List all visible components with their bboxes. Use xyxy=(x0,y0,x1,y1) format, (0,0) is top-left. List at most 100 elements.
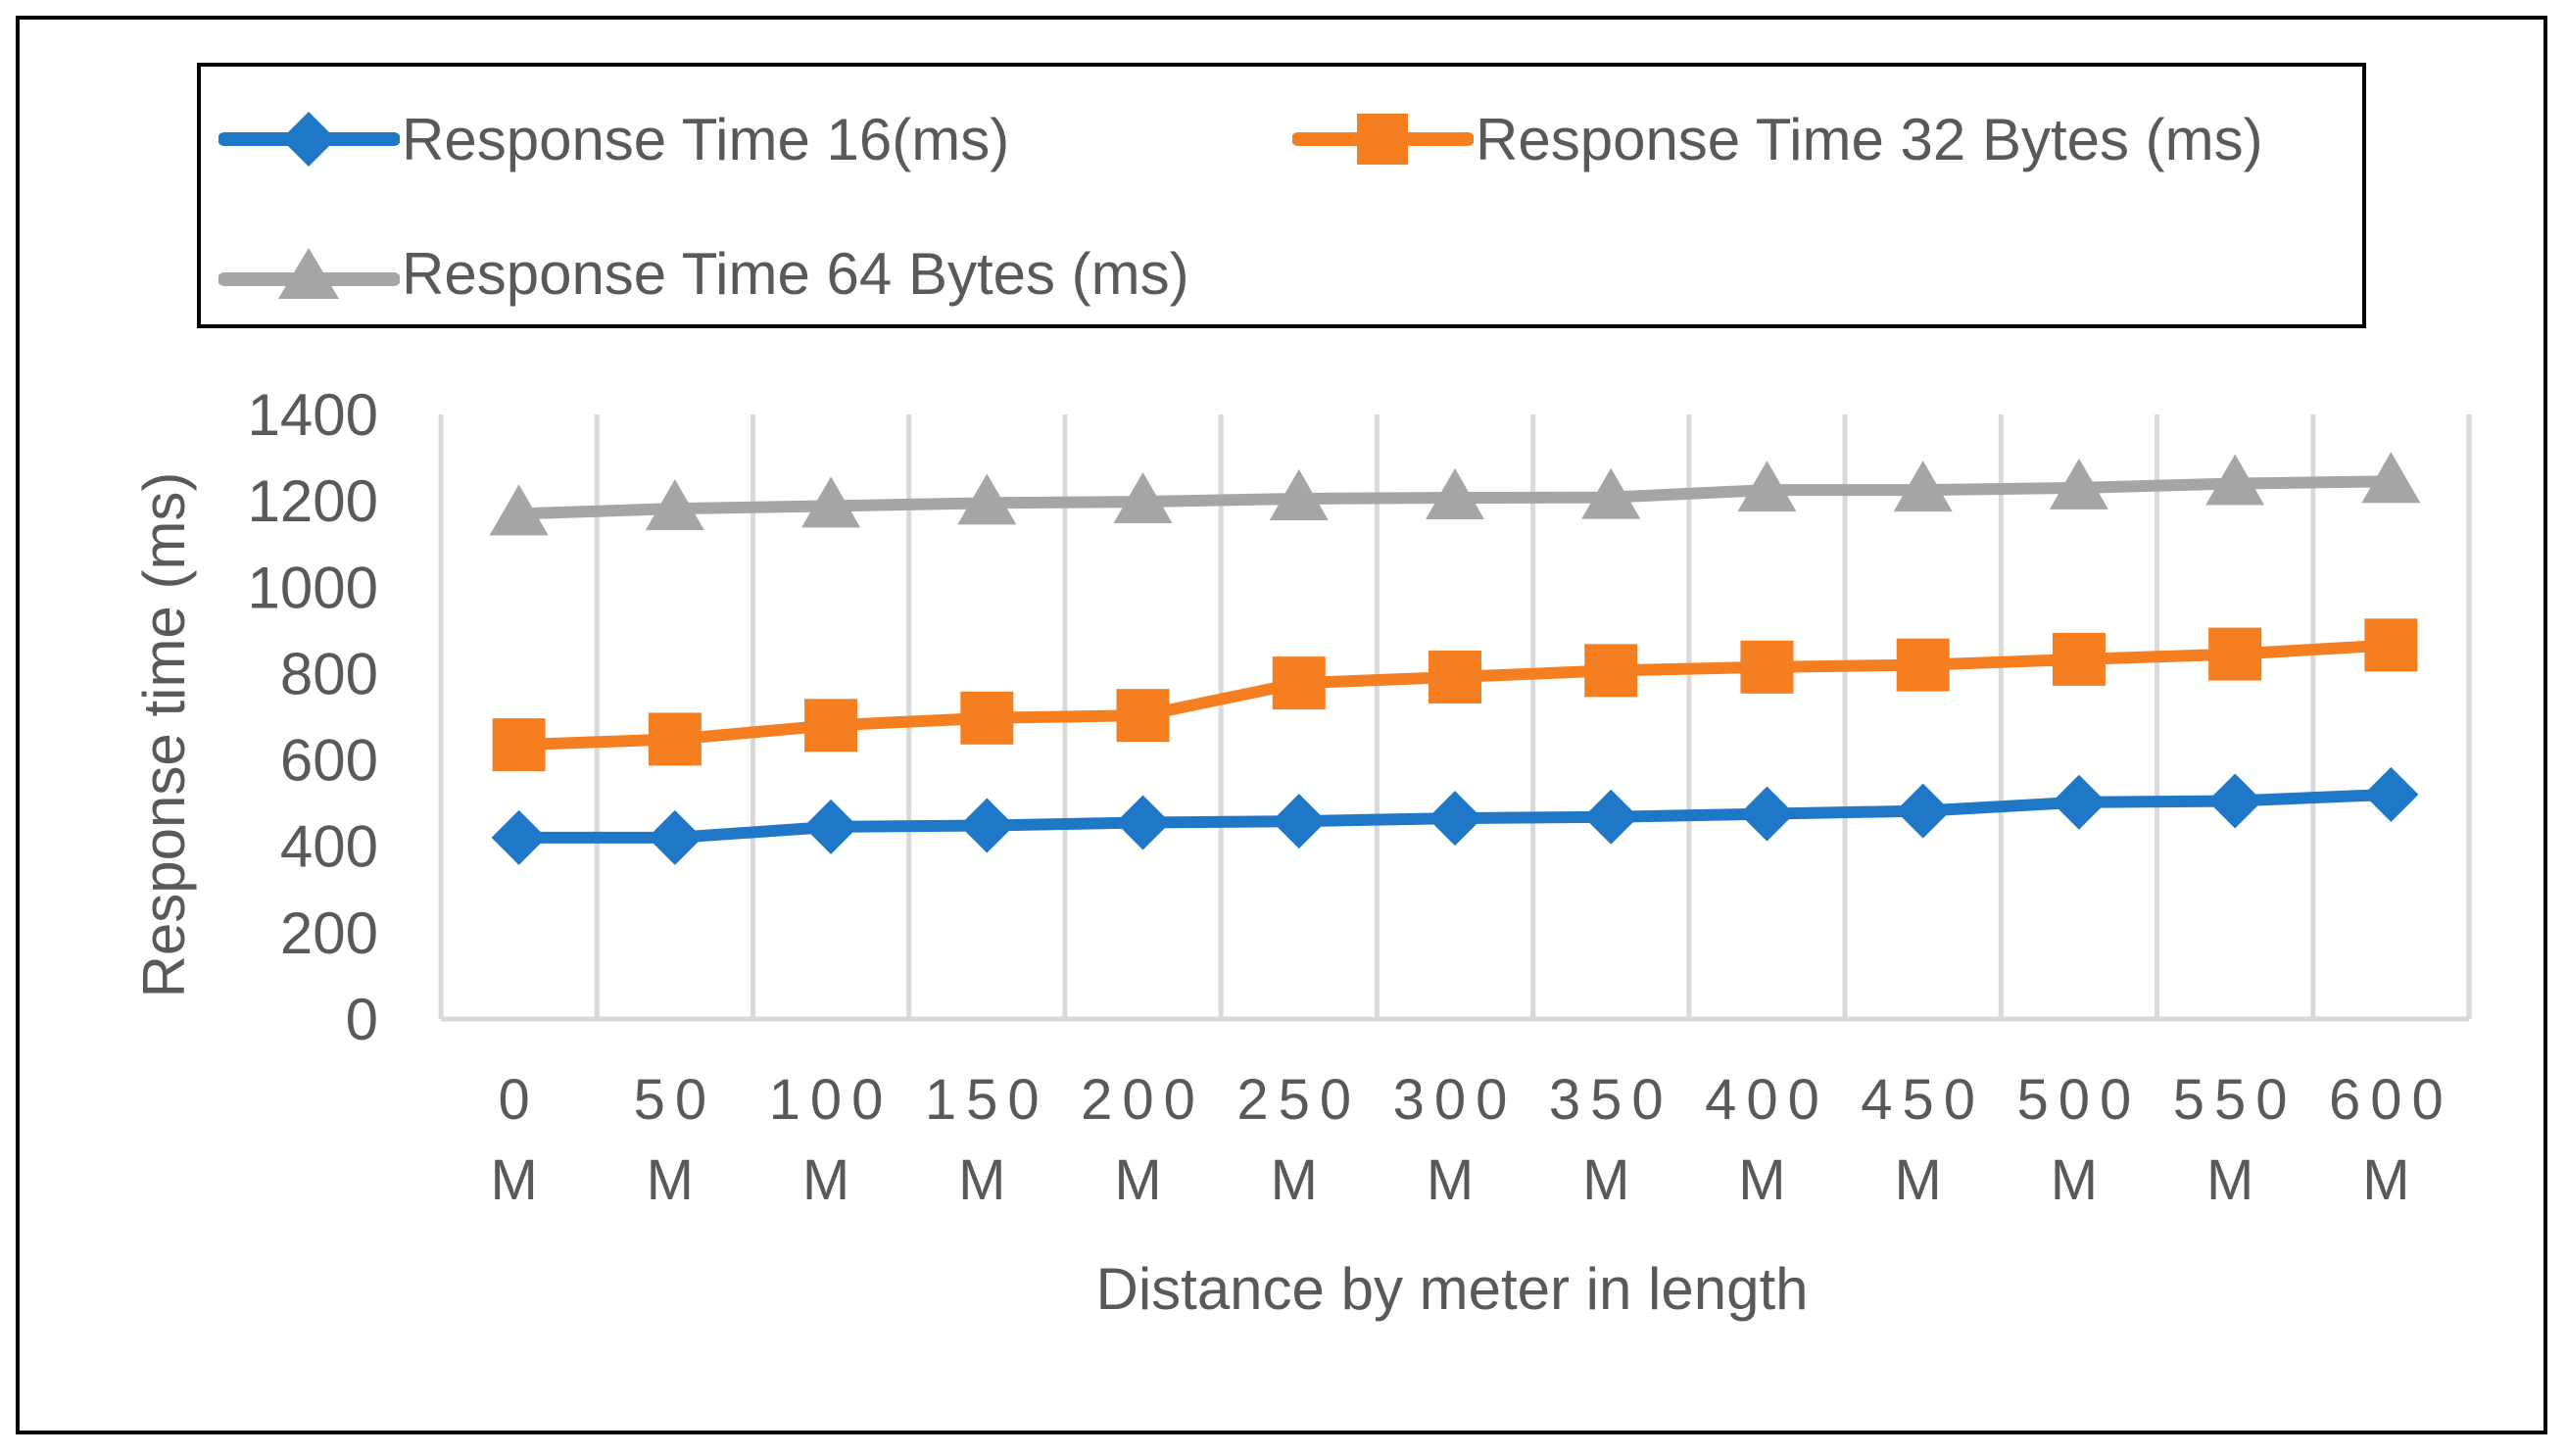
x-tick-label-line: 400 xyxy=(1705,1068,1829,1132)
x-tick-label-line: M xyxy=(647,1148,703,1212)
x-tick-label: 500 M xyxy=(2017,1068,2142,1212)
x-tick-label-line: M xyxy=(1427,1148,1483,1212)
data-point-diamond xyxy=(2207,773,2263,829)
x-tick-label-line: 550 xyxy=(2173,1068,2298,1132)
x-tick-label-line: 250 xyxy=(1236,1068,1361,1132)
x-tick-label-line: 50 xyxy=(634,1068,717,1132)
data-point-square xyxy=(2364,618,2418,672)
y-axis-title: Response time (ms) xyxy=(131,472,197,998)
y-tick-label: 600 xyxy=(280,728,378,794)
x-tick-label-line: 300 xyxy=(1393,1068,1518,1132)
x-tick-label: 150 M xyxy=(925,1068,1049,1212)
gridlines xyxy=(438,414,2472,1019)
legend-triangle-icon xyxy=(218,248,400,299)
x-tick-label-line: 150 xyxy=(925,1068,1049,1132)
data-point-triangle xyxy=(1581,467,1641,519)
legend-entry-series-32: Response Time 32 Bytes (ms) xyxy=(1292,90,2263,188)
x-tick-label-line: 600 xyxy=(2329,1068,2453,1132)
data-point-diamond xyxy=(1895,783,1951,839)
data-point-diamond xyxy=(1428,791,1482,847)
data-point-square xyxy=(1896,638,1950,692)
y-tick-label: 200 xyxy=(280,900,378,966)
y-tick-label: 400 xyxy=(280,814,378,880)
data-point-triangle xyxy=(2361,452,2421,504)
data-point-square xyxy=(1740,640,1794,694)
x-tick-label-line: M xyxy=(2206,1148,2263,1212)
x-tick-label: 100 M xyxy=(769,1068,894,1212)
data-point-triangle xyxy=(1893,461,1953,512)
chart-legend: Response Time 16(ms) Response Time 32 By… xyxy=(197,63,2366,328)
data-point-diamond xyxy=(491,809,547,865)
y-tick-label: 800 xyxy=(280,641,378,706)
data-point-triangle xyxy=(2049,458,2108,510)
data-point-triangle xyxy=(1269,468,1329,520)
legend-entry-series-16: Response Time 16(ms) xyxy=(218,90,1009,188)
data-point-diamond xyxy=(1271,794,1327,849)
legend-entry-series-64: Response Time 64 Bytes (ms) xyxy=(218,224,1189,322)
x-tick-label: 400 M xyxy=(1705,1068,1829,1212)
data-point-diamond xyxy=(1739,786,1795,842)
x-tick-label-line: M xyxy=(1114,1148,1171,1212)
data-point-square xyxy=(1584,644,1638,698)
data-point-square xyxy=(648,712,702,766)
x-tick-label-line: M xyxy=(2362,1148,2419,1212)
data-point-square xyxy=(492,718,546,772)
data-point-diamond xyxy=(959,798,1015,853)
data-point-square xyxy=(1272,656,1326,710)
series-markers xyxy=(489,452,2421,865)
x-tick-label-line: M xyxy=(2051,1148,2107,1212)
data-point-square xyxy=(2208,627,2262,681)
data-point-triangle xyxy=(1426,468,1484,520)
x-tick-label-line: M xyxy=(1271,1148,1328,1212)
y-tick-label: 1200 xyxy=(248,468,378,534)
x-tick-label: 350 M xyxy=(1549,1068,1673,1212)
data-point-triangle xyxy=(2205,454,2265,506)
legend-label: Response Time 32 Bytes (ms) xyxy=(1476,106,2263,172)
x-tick-label-line: 450 xyxy=(1861,1068,1985,1132)
data-point-triangle xyxy=(1113,472,1173,524)
x-tick-label-line: M xyxy=(958,1148,1015,1212)
data-point-diamond xyxy=(2363,766,2419,822)
data-point-triangle xyxy=(1737,461,1797,512)
x-tick-label: 50 M xyxy=(634,1068,717,1212)
legend-label: Response Time 16(ms) xyxy=(402,106,1010,172)
x-tick-label: 300 M xyxy=(1393,1068,1518,1212)
x-tick-label-line: 100 xyxy=(769,1068,894,1132)
x-tick-label-line: M xyxy=(490,1148,547,1212)
y-tick-label: 1000 xyxy=(248,555,378,620)
data-point-triangle xyxy=(489,484,549,536)
x-axis-title: Distance by meter in length xyxy=(1095,1256,1808,1322)
y-tick-label: 1400 xyxy=(248,382,378,448)
x-tick-label-line: 350 xyxy=(1549,1068,1673,1132)
y-axis-ticks: 0 200 400 600 800 1000 1200 1400 xyxy=(248,382,378,1052)
y-tick-label: 0 xyxy=(346,987,378,1052)
data-point-square xyxy=(960,691,1014,745)
x-tick-label-line: 200 xyxy=(1081,1068,1205,1132)
legend-diamond-icon xyxy=(218,112,400,167)
data-point-square xyxy=(804,699,858,752)
data-point-triangle xyxy=(957,473,1017,525)
x-tick-label-line: 0 xyxy=(498,1068,539,1132)
legend-square-icon xyxy=(1292,114,1474,165)
x-tick-label: 450 M xyxy=(1861,1068,1985,1212)
data-point-diamond xyxy=(1583,789,1639,845)
data-point-diamond xyxy=(1115,795,1171,850)
data-point-triangle xyxy=(645,479,704,531)
data-point-square xyxy=(1116,689,1170,743)
x-tick-label: 250 M xyxy=(1236,1068,1361,1212)
x-tick-label: 600 M xyxy=(2329,1068,2453,1212)
legend-label: Response Time 64 Bytes (ms) xyxy=(402,240,1189,307)
data-point-diamond xyxy=(803,799,859,854)
x-tick-label-line: M xyxy=(1895,1148,1952,1212)
data-point-square xyxy=(2052,632,2106,686)
data-point-triangle xyxy=(801,476,861,528)
x-tick-label-line: M xyxy=(1738,1148,1795,1212)
x-tick-label: 200 M xyxy=(1081,1068,1205,1212)
data-point-square xyxy=(1429,650,1481,704)
x-tick-label-line: M xyxy=(802,1148,859,1212)
data-point-diamond xyxy=(2051,774,2107,830)
x-tick-label: 550 M xyxy=(2173,1068,2298,1212)
